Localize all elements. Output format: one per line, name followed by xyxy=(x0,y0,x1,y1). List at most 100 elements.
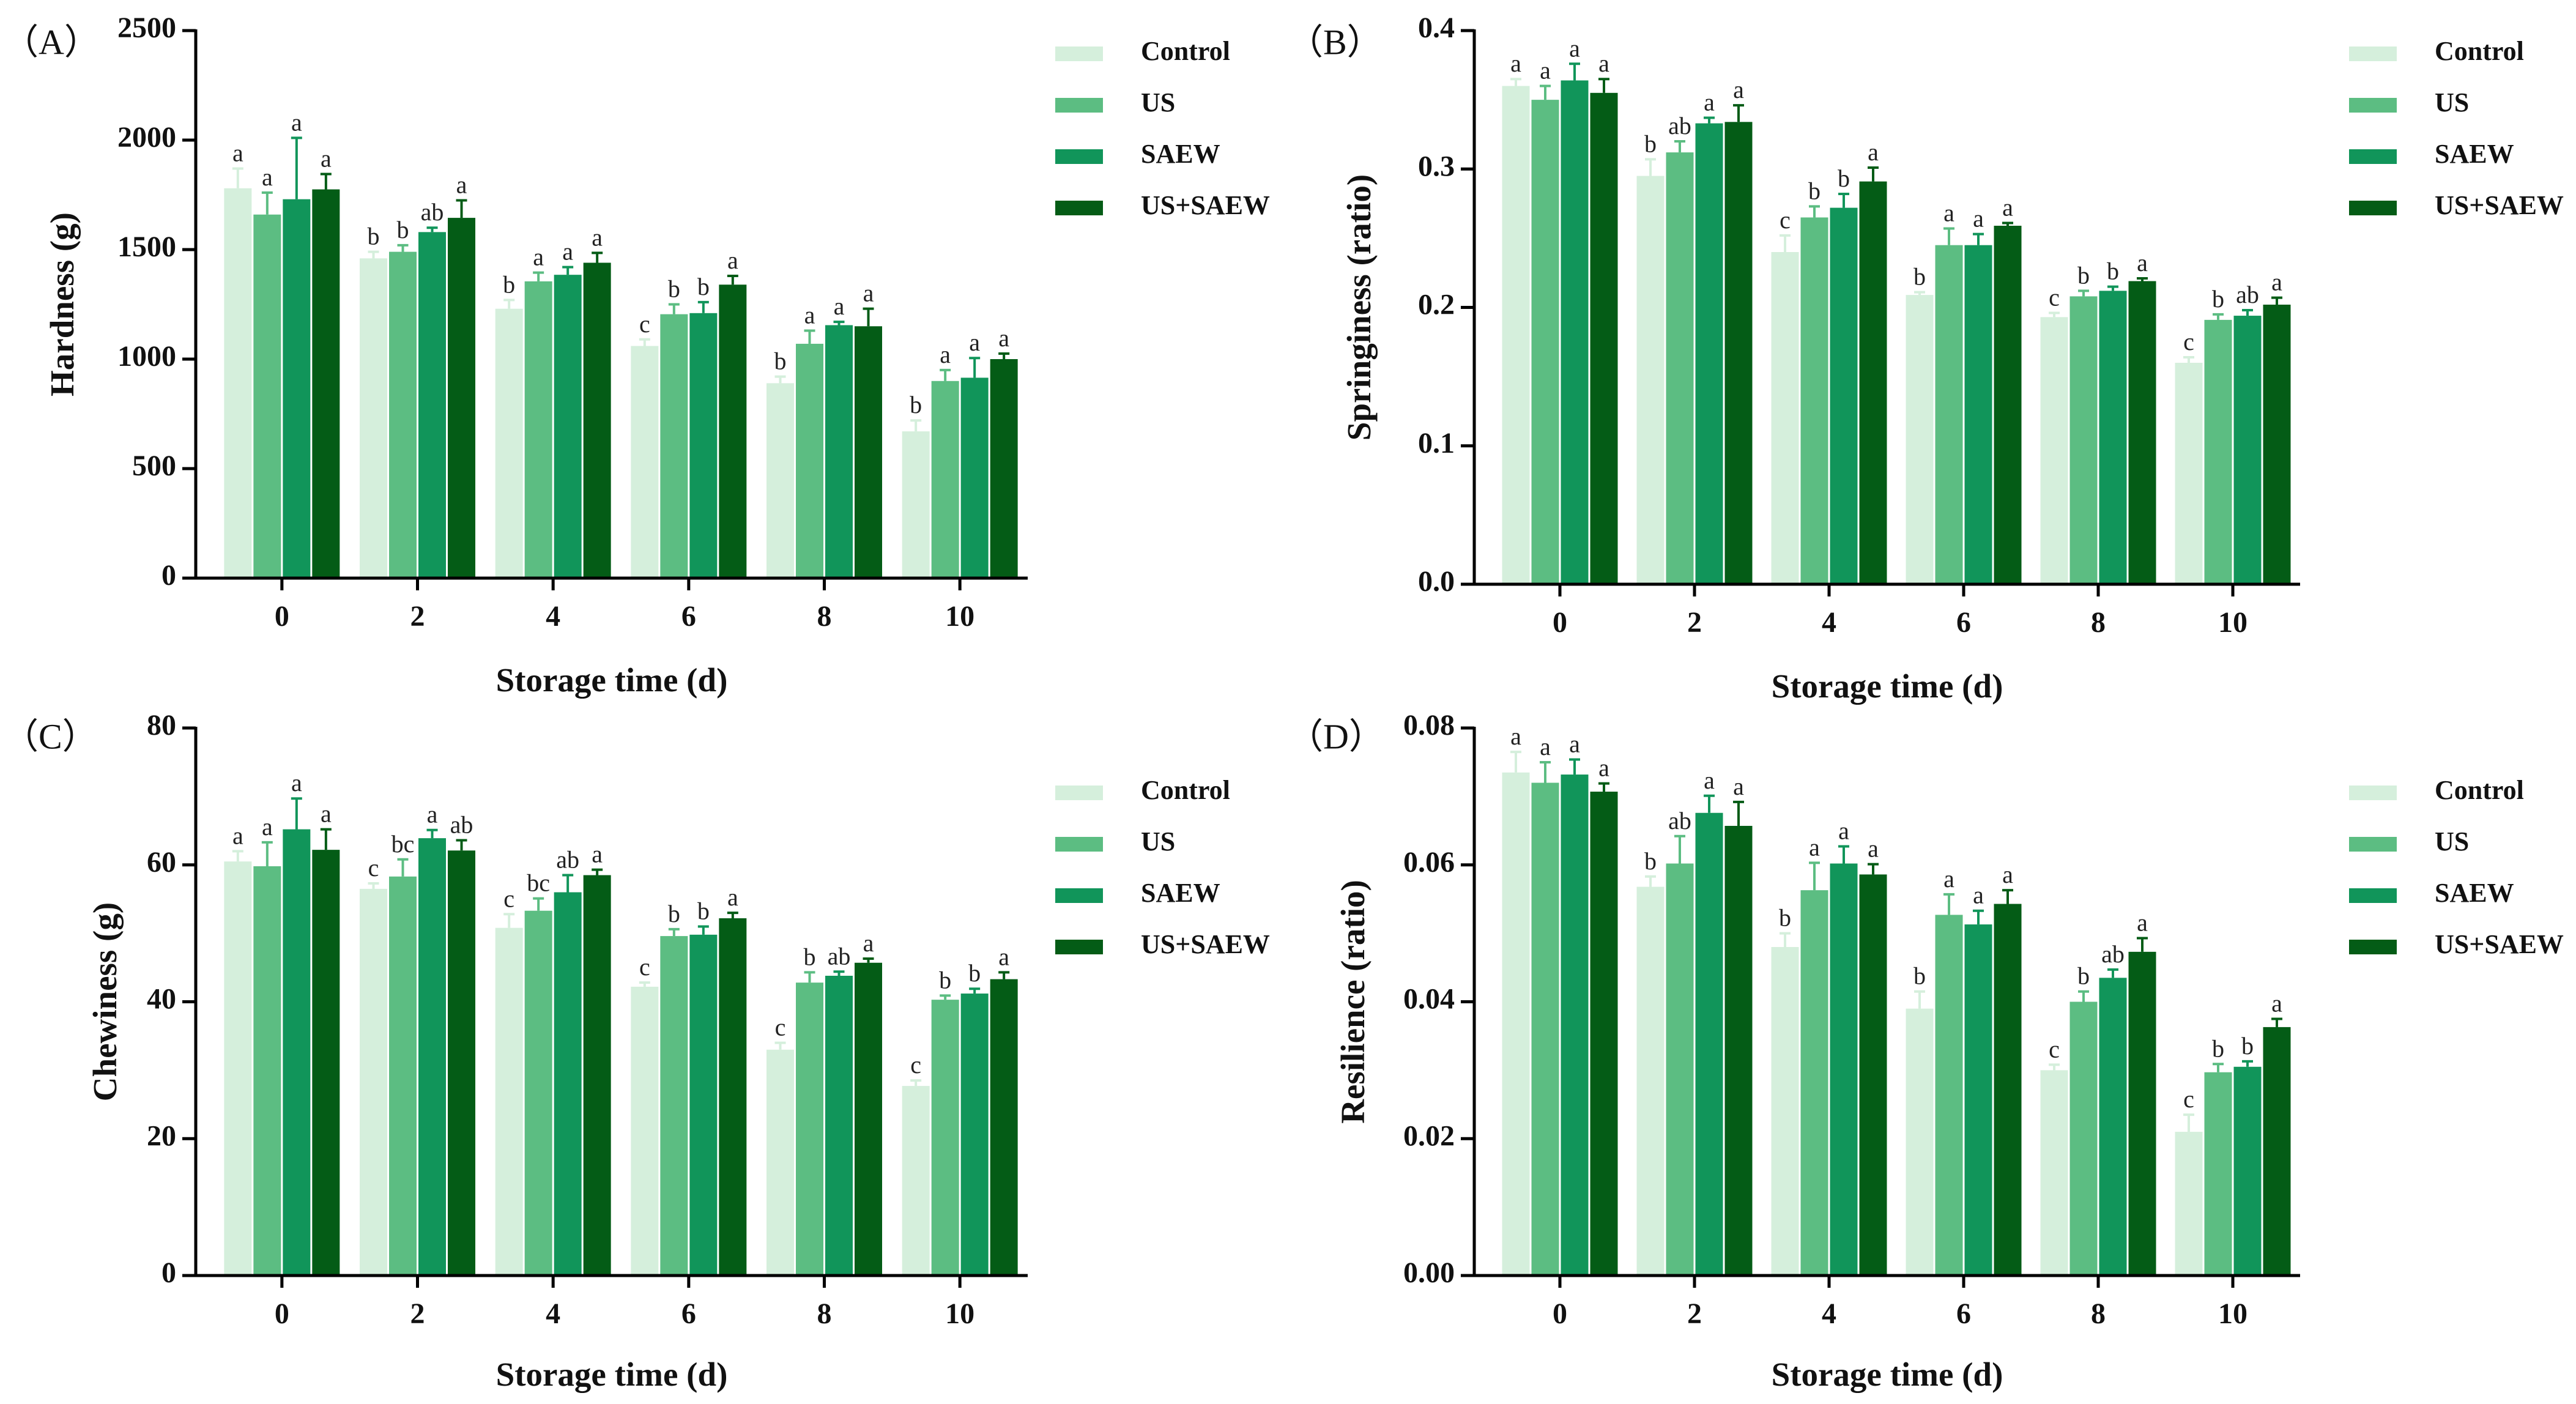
bar xyxy=(631,346,659,578)
panel-a-hardness-chart: （A）abbcbbababaaaababaaaaaaaa050010001500… xyxy=(3,12,1270,699)
bar xyxy=(766,383,794,578)
legend-swatch xyxy=(1055,786,1103,800)
legend-swatch xyxy=(1055,888,1103,903)
y-axis-label: Chewiness (g) xyxy=(86,902,124,1101)
significance-letter: b xyxy=(397,216,409,243)
legend-swatch xyxy=(1055,46,1103,61)
y-tick-label: 0.02 xyxy=(1403,1120,1455,1152)
significance-letter: c xyxy=(503,885,514,912)
x-tick-label: 2 xyxy=(410,1298,425,1330)
significance-letter: a xyxy=(1868,138,1879,166)
bar xyxy=(554,892,582,1276)
significance-letter: a xyxy=(998,324,1009,352)
bar xyxy=(990,359,1018,578)
bar xyxy=(224,861,252,1276)
bar xyxy=(825,975,853,1276)
bar xyxy=(2099,978,2127,1276)
y-tick-label: 60 xyxy=(147,846,176,878)
significance-letter: a xyxy=(1838,817,1849,845)
legend-swatch xyxy=(1055,98,1103,113)
significance-letter: b xyxy=(503,270,515,298)
x-tick-label: 2 xyxy=(1687,606,1702,639)
significance-letter: ab xyxy=(450,811,473,838)
legend-label: US+SAEW xyxy=(2435,190,2564,220)
bar xyxy=(2175,363,2203,584)
bar xyxy=(2069,296,2098,584)
significance-letter: c xyxy=(775,1014,786,1041)
bar xyxy=(960,994,989,1276)
x-tick-label: 8 xyxy=(2091,606,2106,639)
bar xyxy=(1935,245,1963,584)
bar xyxy=(2128,281,2156,584)
legend-swatch xyxy=(1055,149,1103,164)
significance-letter: a xyxy=(592,223,603,251)
x-axis-label: Storage time (d) xyxy=(496,661,728,699)
y-tick-label: 1000 xyxy=(117,340,176,373)
bar xyxy=(1636,886,1665,1276)
legend-label: US xyxy=(2435,826,2469,856)
significance-letter: c xyxy=(2183,1085,2194,1113)
x-tick-label: 8 xyxy=(817,600,832,633)
significance-letter: a xyxy=(1809,833,1820,861)
significance-letter: a xyxy=(2137,249,2148,277)
legend-label: SAEW xyxy=(1141,139,1220,169)
bar xyxy=(1800,217,1828,584)
bar xyxy=(660,314,688,578)
significance-letter: a xyxy=(291,108,302,136)
significance-letter: a xyxy=(291,769,302,797)
significance-letter: c xyxy=(639,953,650,981)
bar xyxy=(253,214,281,579)
y-tick-label: 0 xyxy=(161,1257,176,1289)
x-tick-label: 4 xyxy=(1822,1298,1836,1330)
significance-letter: b xyxy=(1913,962,1926,990)
panel-tag: （D） xyxy=(1288,716,1384,756)
bar xyxy=(1830,207,1858,585)
significance-letter: ab xyxy=(2101,940,2125,968)
bar xyxy=(855,326,882,578)
bar xyxy=(1590,792,1618,1276)
bar xyxy=(960,377,989,578)
y-tick-label: 0.4 xyxy=(1418,12,1455,44)
bar xyxy=(1666,152,1694,585)
significance-letter: ab xyxy=(1668,807,1691,834)
significance-letter: a xyxy=(427,801,438,828)
legend-label: SAEW xyxy=(2435,878,2514,908)
y-tick-label: 500 xyxy=(132,450,176,482)
significance-letter: b xyxy=(697,273,710,300)
significance-letter: b xyxy=(1838,165,1850,192)
significance-letter: a xyxy=(727,247,738,274)
y-tick-label: 0.08 xyxy=(1403,709,1455,741)
bar xyxy=(1502,772,1530,1276)
significance-letter: b xyxy=(368,223,380,250)
bar xyxy=(1695,812,1723,1276)
bar xyxy=(253,866,281,1276)
legend-swatch xyxy=(2349,837,2397,852)
x-tick-label: 4 xyxy=(546,600,560,633)
y-axis-label: Hardness (g) xyxy=(43,212,81,396)
significance-letter: a xyxy=(1704,89,1715,116)
legend-label: US xyxy=(2435,87,2469,117)
bar xyxy=(1964,924,1992,1276)
significance-letter: c xyxy=(910,1051,921,1079)
significance-letter: b xyxy=(1913,263,1926,291)
y-tick-label: 0.3 xyxy=(1418,150,1455,182)
bar xyxy=(990,979,1018,1276)
bar xyxy=(855,962,882,1276)
bar xyxy=(1561,774,1589,1276)
significance-letter: b xyxy=(2077,261,2090,289)
x-tick-label: 6 xyxy=(681,1298,696,1330)
legend-label: Control xyxy=(1141,775,1230,805)
bar xyxy=(1502,86,1530,584)
bar xyxy=(1724,122,1753,584)
y-tick-label: 20 xyxy=(147,1120,176,1152)
bar xyxy=(2069,1001,2098,1276)
x-tick-label: 8 xyxy=(2091,1298,2106,1330)
panel-tag: （C） xyxy=(3,716,98,756)
significance-letter: b xyxy=(910,391,922,418)
significance-letter: b xyxy=(1808,177,1821,204)
bar xyxy=(931,1000,959,1276)
significance-letter: a xyxy=(1943,199,1954,227)
significance-letter: a xyxy=(232,822,243,849)
y-tick-label: 40 xyxy=(147,983,176,1016)
bar xyxy=(2099,291,2127,584)
